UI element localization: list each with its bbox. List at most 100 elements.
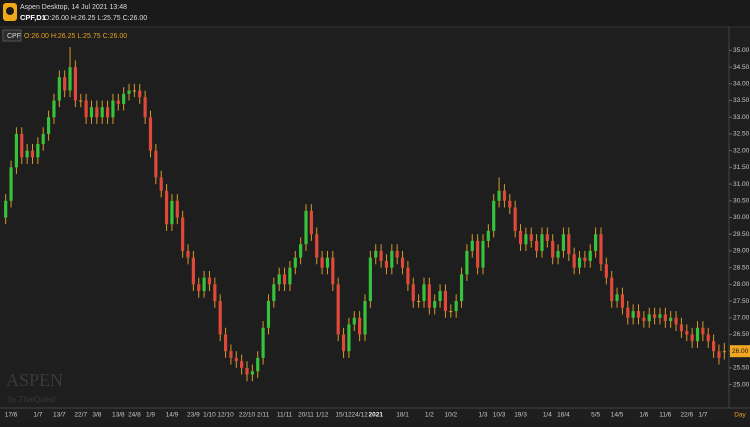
candle-body bbox=[73, 67, 77, 101]
candle-body bbox=[245, 367, 249, 375]
y-tick-label: 30.00 bbox=[733, 214, 750, 221]
y-tick-label: 31.00 bbox=[733, 181, 750, 188]
candle-body bbox=[556, 250, 560, 258]
x-tick-label: 10/2 bbox=[444, 412, 457, 419]
candle-body bbox=[358, 317, 362, 335]
candle-body bbox=[669, 317, 673, 322]
candle-body bbox=[197, 284, 201, 292]
x-tick-label: 13/7 bbox=[53, 412, 66, 419]
candle-body bbox=[653, 314, 657, 318]
candle-body bbox=[282, 274, 287, 285]
candle-body bbox=[465, 250, 469, 275]
candle-body bbox=[454, 301, 458, 312]
candle-body bbox=[572, 254, 576, 268]
y-tick-label: 32.00 bbox=[733, 147, 750, 154]
candle-body bbox=[658, 314, 662, 318]
candle-body bbox=[588, 250, 592, 261]
candle-body bbox=[706, 334, 710, 342]
x-unit: Day bbox=[734, 412, 746, 419]
x-tick-label: 22/7 bbox=[74, 412, 87, 419]
legend-symbol: CPF bbox=[7, 33, 21, 40]
y-tick-label: 33.50 bbox=[733, 97, 750, 104]
candle-body bbox=[95, 107, 99, 118]
candle-body bbox=[647, 314, 651, 322]
candle-body bbox=[427, 284, 431, 308]
candle-body bbox=[213, 284, 217, 302]
x-tick-label: 19/3 bbox=[514, 412, 527, 419]
candle-body bbox=[540, 234, 544, 251]
candle-body bbox=[567, 234, 571, 255]
candle-body bbox=[240, 361, 244, 368]
y-tick-label: 27.00 bbox=[733, 314, 750, 321]
candle-body bbox=[20, 133, 24, 158]
x-tick-label: 5/5 bbox=[591, 412, 600, 419]
y-tick-label: 25.00 bbox=[733, 381, 750, 388]
x-tick-label: 24/8 bbox=[128, 412, 141, 419]
candle-body bbox=[476, 240, 480, 268]
y-tick-label: 30.50 bbox=[733, 198, 750, 205]
x-tick-label: 1/9 bbox=[146, 412, 155, 419]
candle-body bbox=[352, 317, 356, 325]
candle-body bbox=[610, 277, 614, 302]
candle-body bbox=[84, 100, 88, 118]
candle-body bbox=[229, 351, 233, 358]
header-ohlc: O:26.00 H:26.25 L:25.75 C:26.00 bbox=[44, 15, 147, 22]
candle-body bbox=[711, 341, 716, 352]
candle-body bbox=[690, 334, 694, 342]
x-tick-label: 11/11 bbox=[277, 412, 293, 419]
candle-body bbox=[561, 234, 566, 251]
x-tick-label: 1/4 bbox=[543, 412, 552, 419]
candle-body bbox=[395, 250, 399, 258]
candle-body bbox=[594, 234, 598, 251]
candle-body bbox=[320, 257, 324, 268]
x-tick-label: 11/6 bbox=[659, 412, 672, 419]
candle-body bbox=[46, 117, 51, 134]
candle-body bbox=[443, 291, 448, 312]
candle-body bbox=[449, 311, 453, 313]
candle-body bbox=[170, 200, 174, 225]
legend-box[interactable] bbox=[2, 29, 22, 42]
last-price-label: 26.00 bbox=[732, 348, 749, 355]
candle-body bbox=[374, 250, 378, 258]
app-title: Aspen Desktop, 14 Jul 2021 13:48 bbox=[20, 4, 127, 11]
candle-body bbox=[390, 250, 394, 268]
x-tick-label: 24/12 bbox=[351, 412, 368, 419]
symbol: CPF,D1 bbox=[20, 13, 46, 22]
candle-body bbox=[524, 234, 528, 245]
candle-body bbox=[52, 100, 56, 118]
candle-body bbox=[207, 277, 212, 285]
x-tick-label: 13/8 bbox=[112, 412, 125, 419]
candle-body bbox=[250, 371, 254, 375]
candle-body bbox=[315, 234, 319, 258]
candle-body bbox=[186, 250, 190, 258]
x-tick-label: 22/10 bbox=[239, 412, 256, 419]
candle-body bbox=[363, 301, 367, 335]
y-tick-label: 31.50 bbox=[733, 164, 750, 171]
candle-body bbox=[674, 317, 678, 325]
candle-body bbox=[551, 240, 555, 258]
x-tick-label: 1/12 bbox=[316, 412, 329, 419]
x-tick-label: 18/1 bbox=[396, 412, 409, 419]
x-tick-label: 10/3 bbox=[493, 412, 506, 419]
candle-body bbox=[535, 240, 539, 251]
x-tick-label: 1/6 bbox=[639, 412, 648, 419]
x-tick-label: 16/4 bbox=[557, 412, 570, 419]
last-price-box bbox=[730, 345, 750, 358]
candle-body bbox=[116, 100, 120, 104]
candle-body bbox=[347, 324, 351, 352]
candle-body bbox=[615, 294, 619, 302]
candle-body bbox=[341, 334, 346, 352]
candle-body bbox=[41, 133, 45, 144]
candle-body bbox=[422, 284, 426, 302]
candle-body bbox=[438, 291, 442, 302]
candle-body bbox=[631, 311, 635, 318]
candle-body bbox=[492, 200, 496, 231]
candle-body bbox=[299, 244, 303, 258]
candle-body bbox=[293, 257, 297, 268]
x-tick-label: 23/9 bbox=[187, 412, 200, 419]
candle-body bbox=[105, 107, 110, 118]
candle-body bbox=[695, 327, 700, 342]
candle-body bbox=[256, 357, 260, 372]
x-tick-label: 14/9 bbox=[166, 412, 179, 419]
